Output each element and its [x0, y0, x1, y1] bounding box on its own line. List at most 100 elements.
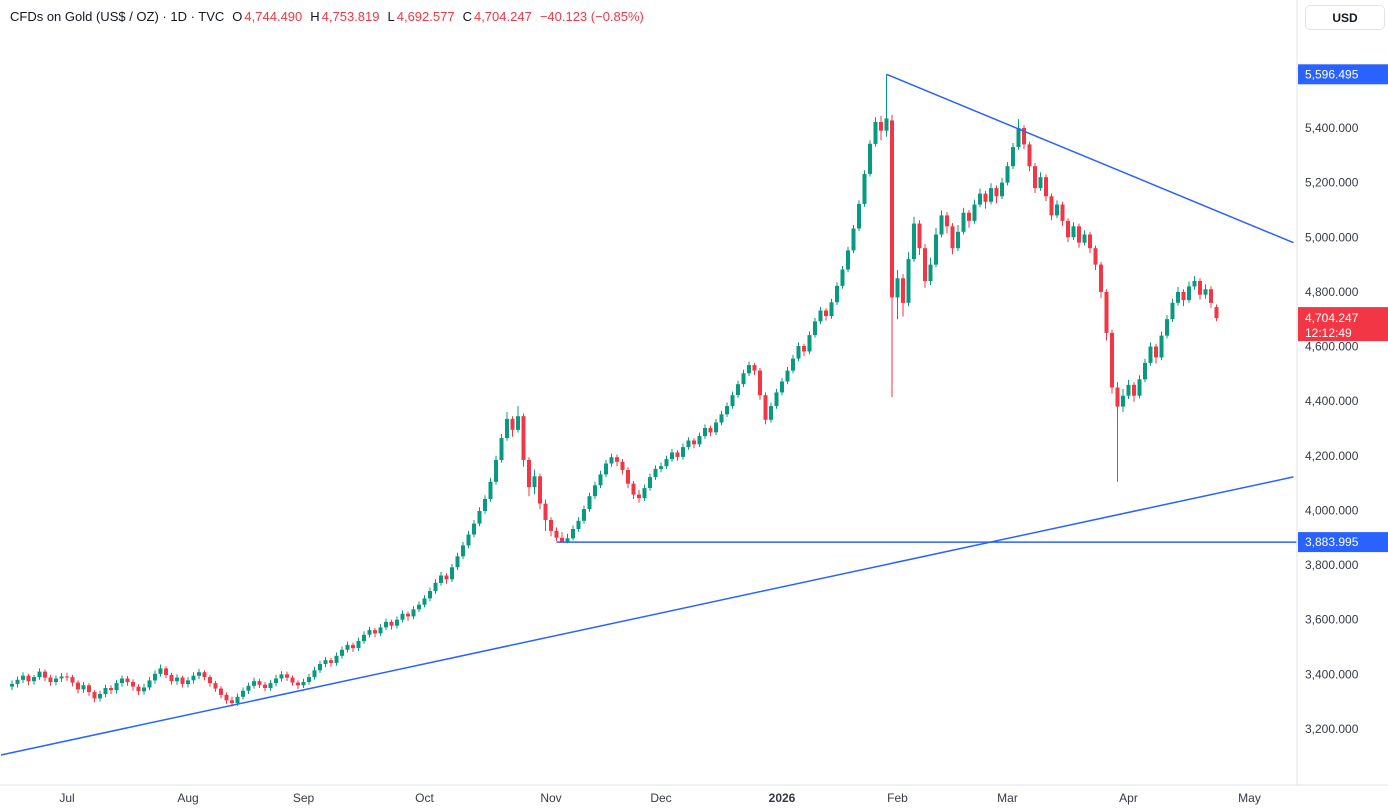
candle-body [719, 414, 724, 423]
candle-body [1203, 289, 1208, 295]
candle-body [758, 370, 762, 396]
candle-body [846, 250, 850, 270]
candle-body [312, 670, 317, 678]
price-label: 3,400.000 [1305, 667, 1359, 681]
candle-body [725, 406, 729, 415]
candle-body [994, 188, 999, 197]
candle-body [989, 188, 993, 202]
chart-legend: CFDs on Gold (US$ / OZ) · 1D · TVC O 4,74… [10, 9, 644, 24]
candle-body [120, 678, 124, 684]
low-label: L [387, 9, 395, 24]
candle-body [703, 428, 707, 437]
candle-body [307, 677, 311, 682]
candle-body [373, 630, 377, 634]
candle-body [202, 672, 207, 678]
currency-toggle-button[interactable]: USD [1305, 5, 1385, 30]
candle-body [917, 223, 922, 249]
candle-body [697, 436, 702, 445]
candle-body [147, 680, 152, 688]
support-price-badge [1298, 532, 1388, 553]
candle-body [923, 248, 927, 281]
candle-body [1137, 379, 1142, 396]
time-label: Dec [650, 791, 671, 805]
candle-body [466, 534, 471, 546]
candle-body [461, 545, 465, 557]
candle-body [98, 694, 102, 699]
candle-body [483, 499, 487, 511]
candle-body [774, 392, 779, 407]
candle-body [125, 678, 130, 683]
low-value: 4,692.577 [396, 9, 455, 24]
candle-body [268, 683, 273, 688]
time-label: Jul [59, 791, 74, 805]
candle-body [593, 485, 597, 497]
ohlc-high: H 4,753.819 [310, 9, 379, 24]
candle-body [257, 681, 262, 685]
candle-body [1044, 177, 1048, 197]
candle-body [499, 438, 504, 460]
candle-body [967, 212, 971, 221]
candle-body [290, 677, 295, 683]
candle-body [417, 604, 421, 610]
candle-body [87, 685, 91, 693]
candle-body [1033, 166, 1037, 189]
price-label: 3,600.000 [1305, 613, 1359, 627]
candle-body [851, 228, 856, 251]
candle-body [1181, 291, 1186, 301]
candle-body [972, 204, 977, 221]
candle-body [747, 365, 751, 374]
candle-body [301, 682, 306, 686]
candle-body [1055, 204, 1059, 216]
time-label: Mar [997, 791, 1018, 805]
candle-body [1088, 234, 1092, 249]
current-price-badge-countdown: 12:12:49 [1305, 326, 1352, 340]
candle-body [686, 440, 691, 448]
candle-body [345, 644, 350, 650]
trendline-ascending-support[interactable] [0, 476, 1294, 756]
candle-body [554, 530, 559, 538]
candle-body [730, 395, 735, 407]
candle-body [945, 215, 949, 227]
candle-body [384, 621, 388, 628]
candle-body [532, 476, 537, 488]
price-label: 5,000.000 [1305, 230, 1359, 244]
candle-body [1005, 166, 1010, 183]
candle-body [411, 609, 416, 617]
candle-body [1082, 234, 1087, 243]
candle-body [708, 428, 713, 433]
candle-body [92, 692, 97, 699]
candle-body [609, 457, 614, 464]
candle-body [813, 321, 817, 336]
candle-body [1192, 281, 1197, 287]
candle-body [1159, 335, 1164, 358]
close-label: C [462, 9, 472, 24]
candle-body [1115, 387, 1120, 407]
price-label: 5,200.000 [1305, 176, 1359, 190]
candle-body [70, 677, 75, 683]
candle-body [785, 370, 790, 382]
candle-body [631, 483, 636, 495]
candle-body [516, 416, 520, 430]
time-label: Aug [177, 791, 198, 805]
ohlc-low: L 4,692.577 [388, 9, 455, 24]
candle-body [114, 683, 119, 691]
candle-body [818, 310, 823, 322]
candle-body [444, 575, 449, 580]
candle-body [906, 259, 911, 303]
candle-body [400, 613, 405, 620]
candle-body [153, 673, 157, 681]
candle-body [587, 496, 592, 509]
candle-body [1022, 128, 1026, 145]
candle-body [1209, 289, 1213, 303]
candle-body [296, 682, 300, 686]
candle-body [505, 418, 509, 438]
candle-body [1165, 319, 1169, 336]
candle-body [1099, 264, 1103, 292]
symbol-title[interactable]: CFDs on Gold (US$ / OZ) · 1D · TVC [10, 9, 225, 24]
trendline-descending-resistance[interactable] [886, 73, 1294, 244]
ohlc-close: C 4,704.247 [463, 9, 532, 24]
candle-body [136, 686, 141, 692]
candle-body [1214, 307, 1219, 319]
